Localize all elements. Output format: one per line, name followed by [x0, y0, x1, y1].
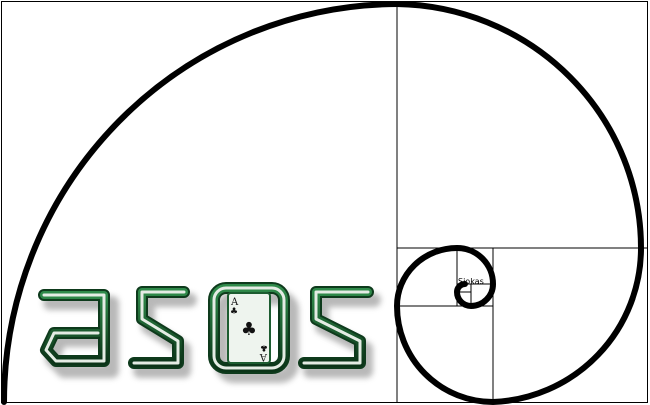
card-rank-top: A — [230, 297, 239, 308]
spiral-center-label: Siokas — [458, 277, 484, 286]
club-icon-center: ♣ — [241, 319, 257, 340]
club-icon-small-top: ♣ — [230, 307, 238, 317]
logo-letter-o — [208, 282, 290, 374]
logo-letter-s-second — [298, 286, 374, 369]
card-face — [227, 292, 271, 364]
club-icon-small-bottom: ♣ — [260, 342, 268, 352]
asos-logo: A ♣ ♣ A ♣ — [38, 282, 381, 383]
logo-letter-s-first — [128, 286, 190, 369]
logo-letter-a — [38, 289, 110, 367]
card-rank-bottom: A — [259, 351, 268, 362]
playing-card: A ♣ ♣ A ♣ — [227, 292, 271, 364]
